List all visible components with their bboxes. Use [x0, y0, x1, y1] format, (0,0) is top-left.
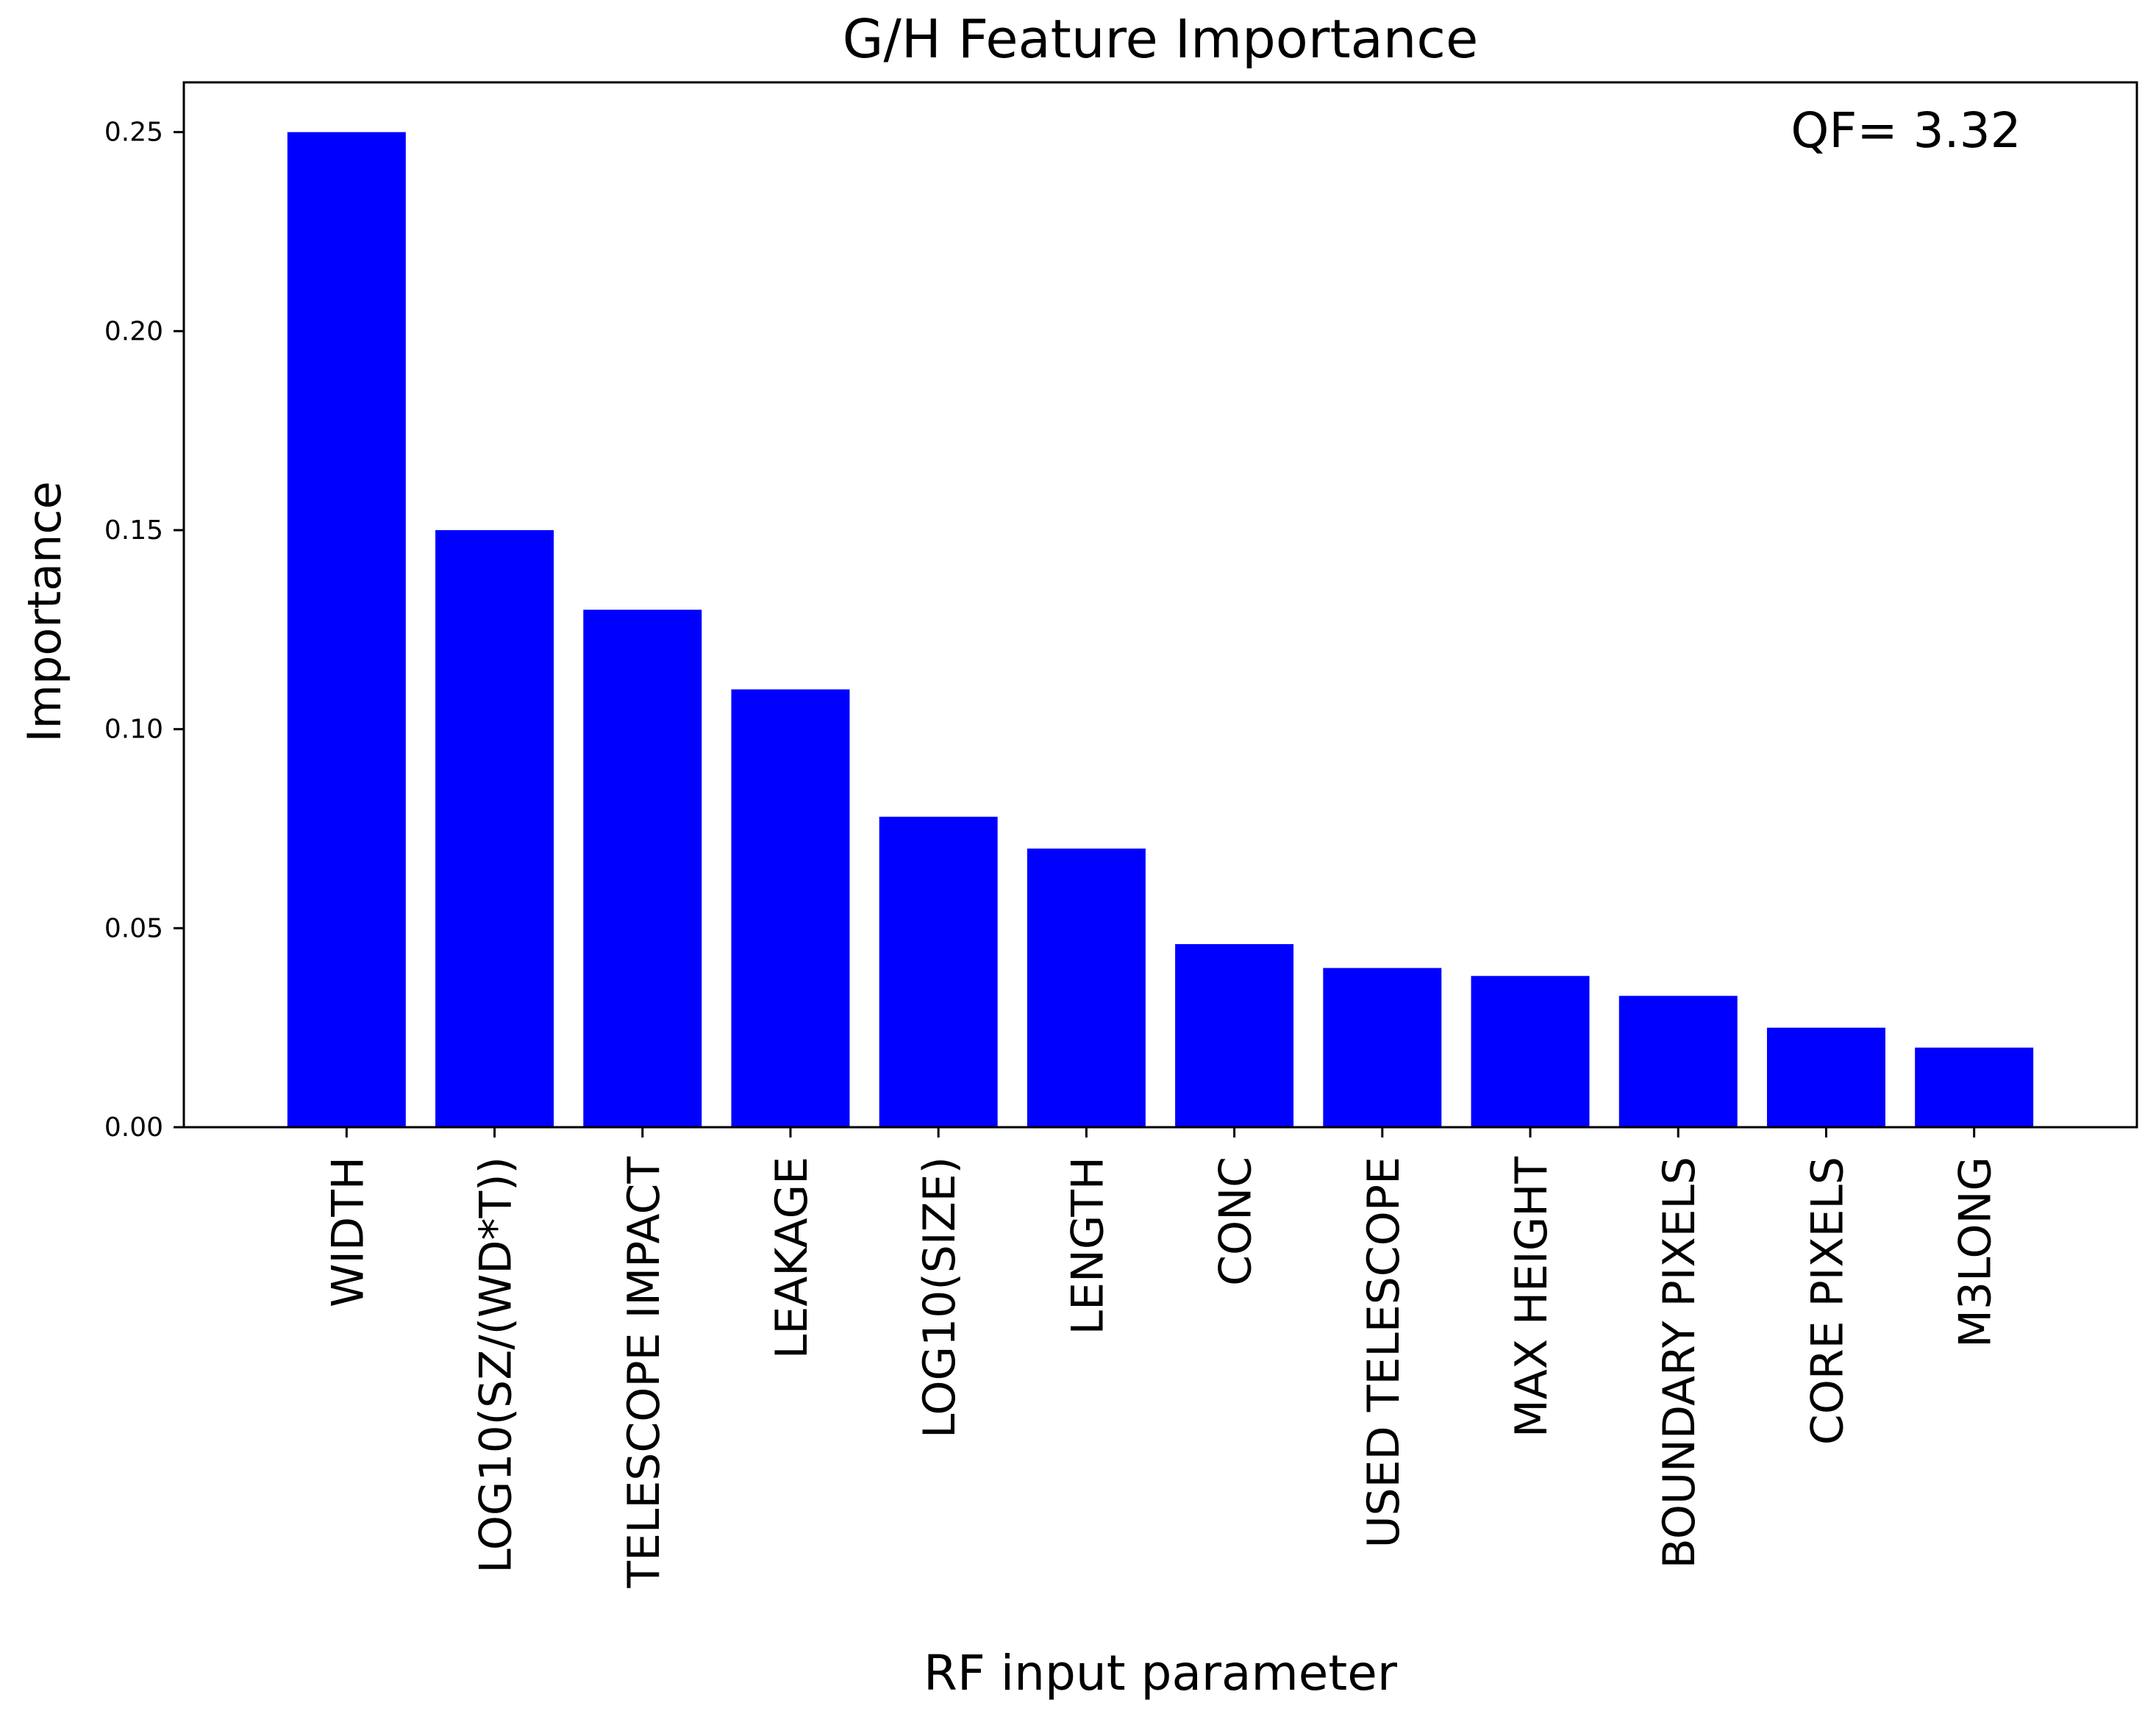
bar-11	[1915, 1047, 2034, 1127]
bar-0	[287, 132, 406, 1128]
y-tick-label-3: 0.15	[104, 515, 163, 546]
x-tick-label-10: CORE PIXELS	[1802, 1157, 1853, 1445]
x-tick-label-8: MAX HEIGHT	[1506, 1157, 1557, 1438]
x-axis-label: RF input parameter	[924, 1645, 1398, 1701]
x-tick-label-9: BOUNDARY PIXELS	[1654, 1157, 1705, 1568]
chart-title: G/H Feature Importance	[843, 8, 1479, 70]
bar-5	[1027, 849, 1146, 1127]
x-ticks-group: WIDTH LOG10(SZ/(WD*T)) TELESCOPE IMPACT LEA…	[322, 1127, 2002, 1589]
x-tick-label-0: WIDTH	[322, 1157, 374, 1307]
x-tick-label-1: LOG10(SZ/(WD*T))	[471, 1157, 522, 1574]
bar-7	[1323, 968, 1442, 1127]
bar-10	[1766, 1027, 1885, 1127]
y-tick-label-1: 0.05	[104, 913, 163, 943]
y-tick-label-0: 0.00	[104, 1112, 163, 1143]
x-tick-label-7: USED TELESCOPE	[1358, 1157, 1410, 1548]
x-tick-label-3: LEAKAGE	[766, 1157, 818, 1359]
bar-2	[583, 610, 702, 1127]
bar-6	[1175, 943, 1294, 1127]
bars-group	[287, 132, 2034, 1128]
plot-frame	[182, 81, 2138, 1129]
bar-4	[879, 816, 998, 1127]
x-tick-label-11: M3LONG	[1950, 1157, 2002, 1348]
y-tick-label-2: 0.10	[104, 715, 163, 745]
x-tick-label-5: LENGTH	[1062, 1157, 1113, 1335]
x-tick-label-2: TELESCOPE IMPACT	[618, 1157, 670, 1589]
y-tick-label-5: 0.25	[104, 118, 163, 148]
bar-8	[1471, 976, 1590, 1127]
bar-3	[731, 689, 850, 1127]
y-axis-label: Importance	[18, 481, 71, 742]
y-ticks-group: 0.00 0.05 0.10 0.15 0.20 0.25	[104, 118, 184, 1143]
bar-9	[1618, 996, 1738, 1127]
x-tick-label-4: LOG10(SIZE)	[914, 1157, 965, 1438]
y-tick-label-4: 0.20	[104, 316, 163, 346]
qf-annotation: QF= 3.32	[1791, 102, 2021, 159]
x-tick-label-6: CONC	[1210, 1157, 1262, 1286]
bar-1	[435, 530, 554, 1127]
